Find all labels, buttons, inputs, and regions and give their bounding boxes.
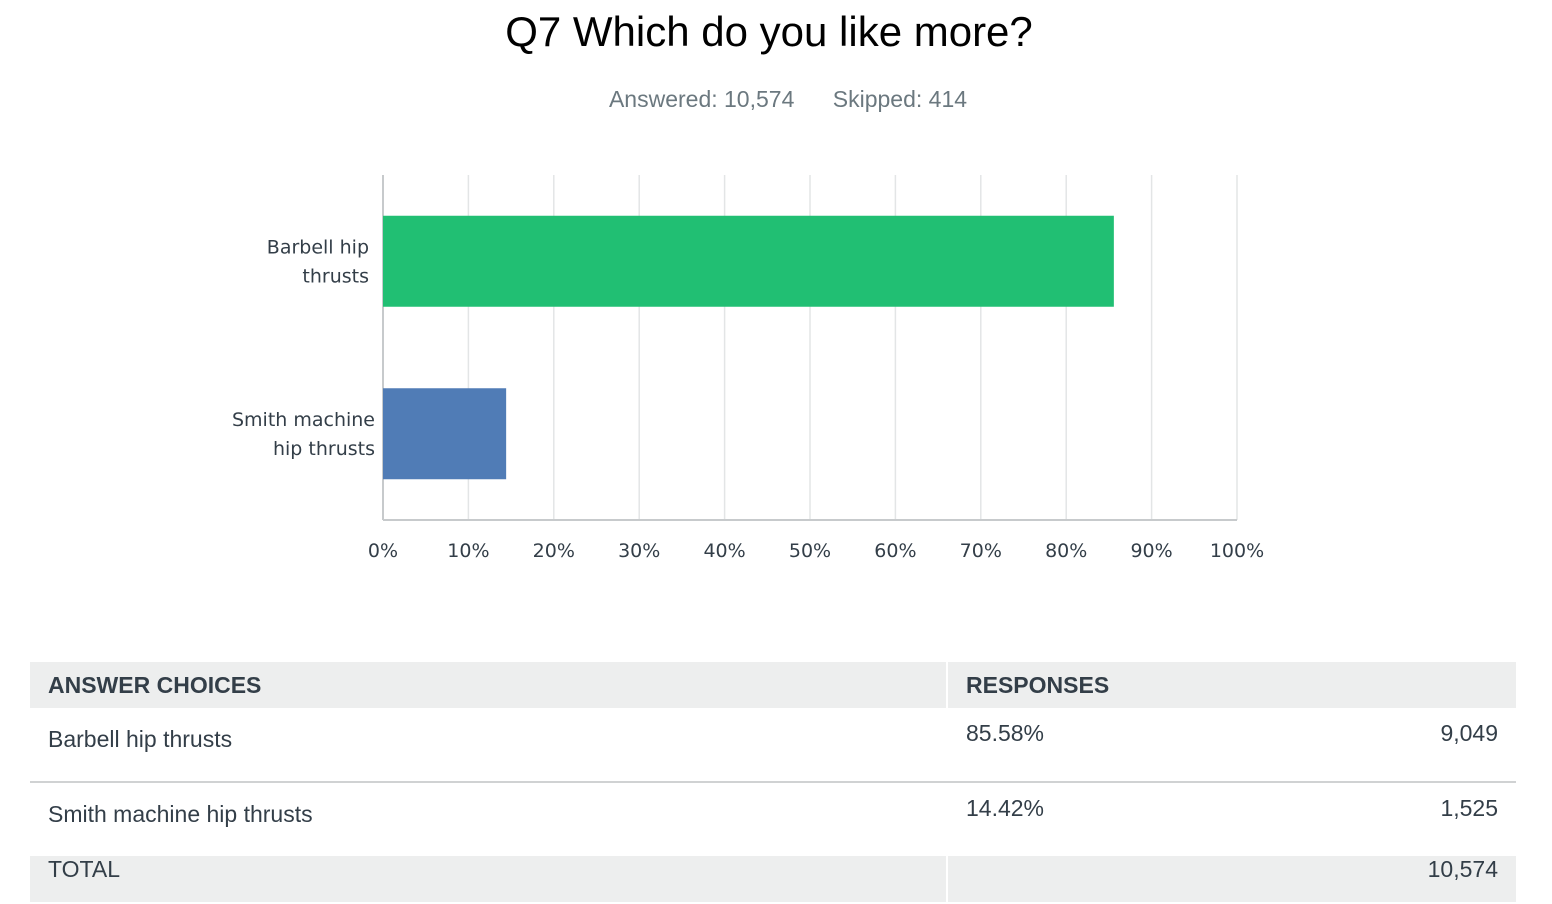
bar-1 [383, 215, 1114, 307]
category-label: Barbell hip thrusts [267, 236, 369, 287]
question-title: Q7 Which do you like more? [505, 8, 1033, 55]
bar-chart: Barbell hip thrusts Smith machine hip thrus… [232, 175, 1264, 562]
row-percent: 14.42% [966, 795, 1045, 821]
x-tick-label: 30% [618, 540, 660, 562]
row-count: 9,049 [1440, 720, 1498, 746]
answered-count: Answered: 10,574 [608, 86, 795, 112]
x-tick-label: 90% [1130, 540, 1172, 562]
row-percent: 85.58% [966, 720, 1045, 746]
skipped-count: Skipped: 414 [832, 86, 968, 112]
category-label: Smith machine hip thrusts [232, 409, 375, 460]
row-responses: 85.58% 9,049 [947, 708, 1516, 783]
header-responses: RESPONSES [947, 662, 1516, 708]
row-choice: Smith machine hip thrusts [30, 782, 948, 856]
x-tick-label: 20% [533, 540, 575, 562]
total-count: 10,574 [947, 856, 1516, 902]
bar-2 [383, 388, 507, 480]
response-stats: Answered: 10,574 Skipped: 414 [0, 86, 1552, 113]
x-tick-label: 60% [874, 540, 916, 562]
x-tick-label: 70% [960, 540, 1002, 562]
results-table: ANSWER CHOICES RESPONSES Barbell hip thr… [30, 662, 1516, 902]
header-answer-choices: ANSWER CHOICES [30, 662, 948, 708]
x-tick-label: 10% [447, 540, 489, 562]
x-tick-label: 80% [1045, 540, 1087, 562]
x-tick-label: 0% [368, 540, 398, 562]
total-row: TOTAL 10,574 [30, 856, 1516, 902]
table-row: Barbell hip thrusts 85.58% 9,049 [30, 708, 1516, 783]
row-count: 1,525 [1440, 795, 1498, 821]
row-choice: Barbell hip thrusts [30, 708, 948, 783]
row-responses: 14.42% 1,525 [947, 782, 1516, 856]
total-label: TOTAL [30, 856, 948, 902]
x-tick-label: 50% [789, 540, 831, 562]
x-tick-label: 100% [1210, 540, 1264, 562]
table-header-row: ANSWER CHOICES RESPONSES [30, 662, 1516, 708]
x-tick-label: 40% [703, 540, 745, 562]
table-row: Smith machine hip thrusts 14.42% 1,525 [30, 782, 1516, 856]
